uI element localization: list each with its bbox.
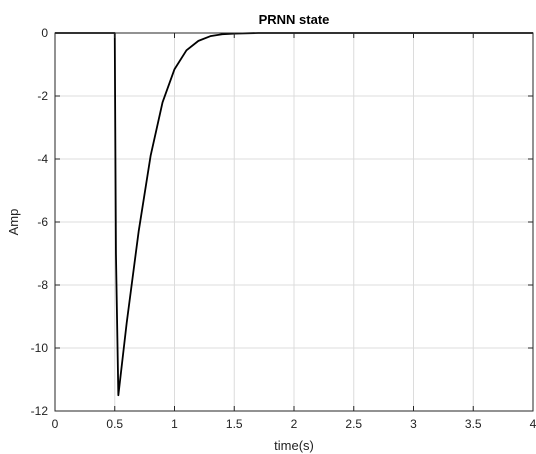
y-tick-label: 0 <box>41 26 48 40</box>
x-tick-label: 2 <box>291 417 298 431</box>
x-tick-label: 1.5 <box>226 417 243 431</box>
x-tick-label: 0.5 <box>106 417 123 431</box>
x-tick-label: 0 <box>52 417 59 431</box>
ticks: 0 0.5 1 1.5 2 2.5 3 3.5 4 0 -2 -4 -6 -8 -10 -12 <box>31 26 536 431</box>
x-tick-label: 3 <box>410 417 417 431</box>
y-axis-title: Amp <box>6 209 21 236</box>
y-tick-label: -6 <box>37 215 48 229</box>
y-tick-label: -2 <box>37 89 48 103</box>
x-axis-title: time(s) <box>274 438 314 453</box>
y-tick-label: -12 <box>31 404 49 418</box>
x-tick-label: 3.5 <box>465 417 482 431</box>
y-tick-label: -8 <box>37 278 48 292</box>
x-tick-label: 4 <box>530 417 536 431</box>
x-tick-label: 2.5 <box>345 417 362 431</box>
y-tick-label: -10 <box>31 341 49 355</box>
y-tick-label: -4 <box>37 152 48 166</box>
chart-title: PRNN state <box>259 12 330 27</box>
grid-lines <box>54 32 534 412</box>
x-tick-label: 1 <box>171 417 178 431</box>
